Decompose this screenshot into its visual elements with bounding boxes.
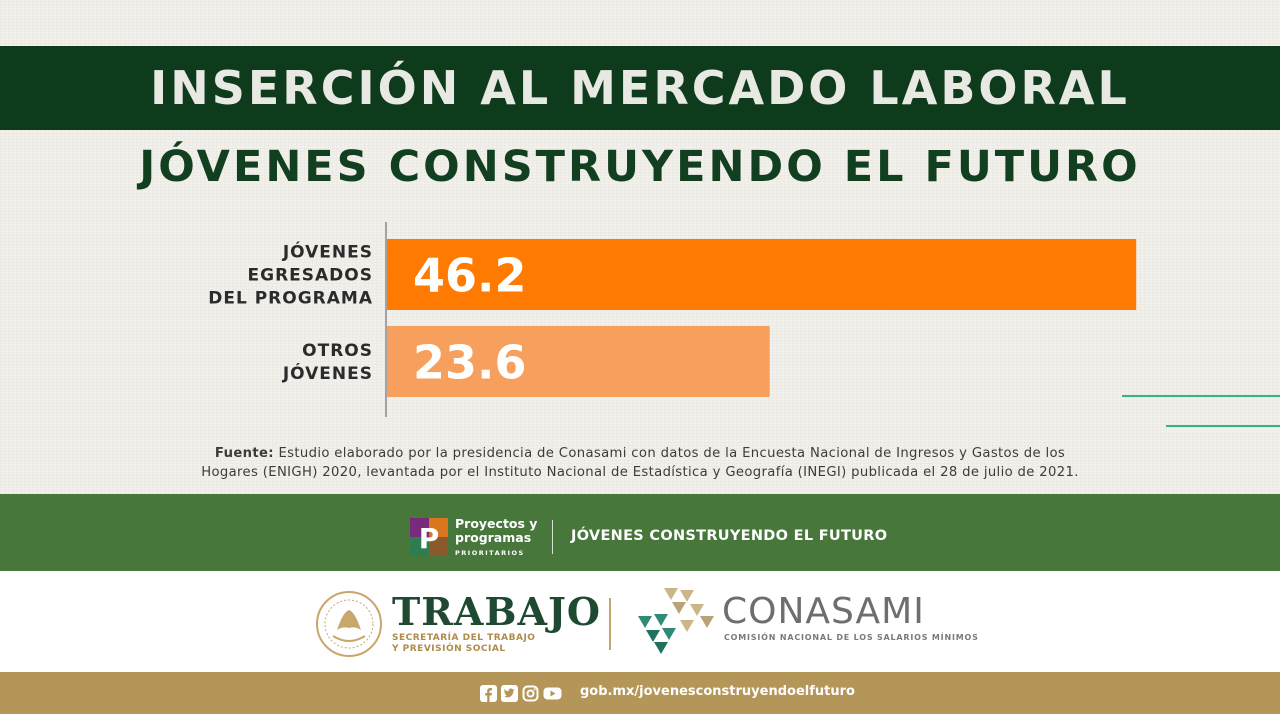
source-line-1: Estudio elaborado por la presidencia de …	[278, 446, 1066, 461]
program-separator	[552, 520, 553, 554]
pp-line-2: programas	[455, 530, 532, 545]
facebook-icon[interactable]	[480, 685, 497, 702]
footer-url[interactable]: gob.mx/jovenesconstruyendoelfuturo	[580, 684, 855, 699]
logos-separator	[609, 598, 611, 650]
trabajo-sub-2: Y PREVISIÓN SOCIAL	[392, 644, 506, 654]
source-label: Fuente:	[214, 446, 274, 461]
national-seal-icon	[316, 591, 382, 657]
pp-line-1: Proyectos y	[455, 516, 538, 531]
bar-chart: 46.2 JÓVENES EGRESADOS DEL PROGRAMA 23.6 OTRO…	[208, 222, 1137, 417]
youtube-icon[interactable]	[543, 685, 562, 702]
footer-band	[0, 672, 1280, 714]
social-icons	[480, 685, 562, 702]
category-label-2-line-2: JÓVENES	[282, 362, 373, 384]
pp-logo-letter: P	[419, 522, 440, 555]
category-label-1-line-2: EGRESADOS	[248, 266, 373, 286]
program-band	[0, 494, 1280, 571]
conasami-logo-icon	[638, 588, 714, 654]
program-name: JÓVENES CONSTRUYENDO EL FUTURO	[571, 528, 888, 544]
trabajo-title: TRABAJO	[392, 589, 602, 634]
decorative-line-top	[1122, 395, 1280, 397]
title-band: INSERCIÓN AL MERCADO LABORAL	[0, 46, 1280, 130]
conasami-title: CONASAMI	[722, 591, 925, 632]
pp-line-3: PRIORITARIOS	[455, 549, 525, 557]
conasami-subtitle: COMISIÓN NACIONAL DE LOS SALARIOS MÍNIMO…	[724, 633, 979, 642]
page-subtitle: JÓVENES CONSTRUYENDO EL FUTURO	[139, 142, 1141, 192]
bar-value-label-2: 23.6	[413, 336, 527, 390]
source-note: Fuente: Estudio elaborado por la preside…	[140, 444, 1140, 482]
bar-1	[387, 239, 1137, 310]
category-label-2-line-1: OTROS	[302, 341, 373, 361]
category-label-1-line-1: JÓVENES	[282, 241, 373, 263]
decorative-line-bottom	[1166, 425, 1280, 427]
proyectos-programas-logo: P	[410, 518, 448, 556]
instagram-icon[interactable]	[522, 685, 539, 702]
logos-band	[0, 571, 1280, 672]
trabajo-subtitle: SECRETARÍA DEL TRABAJO Y PREVISIÓN SOCIA…	[392, 633, 535, 655]
category-label-1-line-3: DEL PROGRAMA	[208, 289, 373, 309]
bar-2	[387, 326, 770, 397]
twitter-icon[interactable]	[501, 685, 518, 702]
bar-value-label-1: 46.2	[413, 249, 527, 303]
trabajo-sub-1: SECRETARÍA DEL TRABAJO	[392, 633, 536, 643]
page-title: INSERCIÓN AL MERCADO LABORAL	[150, 61, 1130, 115]
proyectos-programas-text: Proyectos y programas PRIORITARIOS	[455, 517, 537, 560]
source-line-2: Hogares (ENIGH) 2020, levantada por el I…	[201, 465, 1079, 480]
